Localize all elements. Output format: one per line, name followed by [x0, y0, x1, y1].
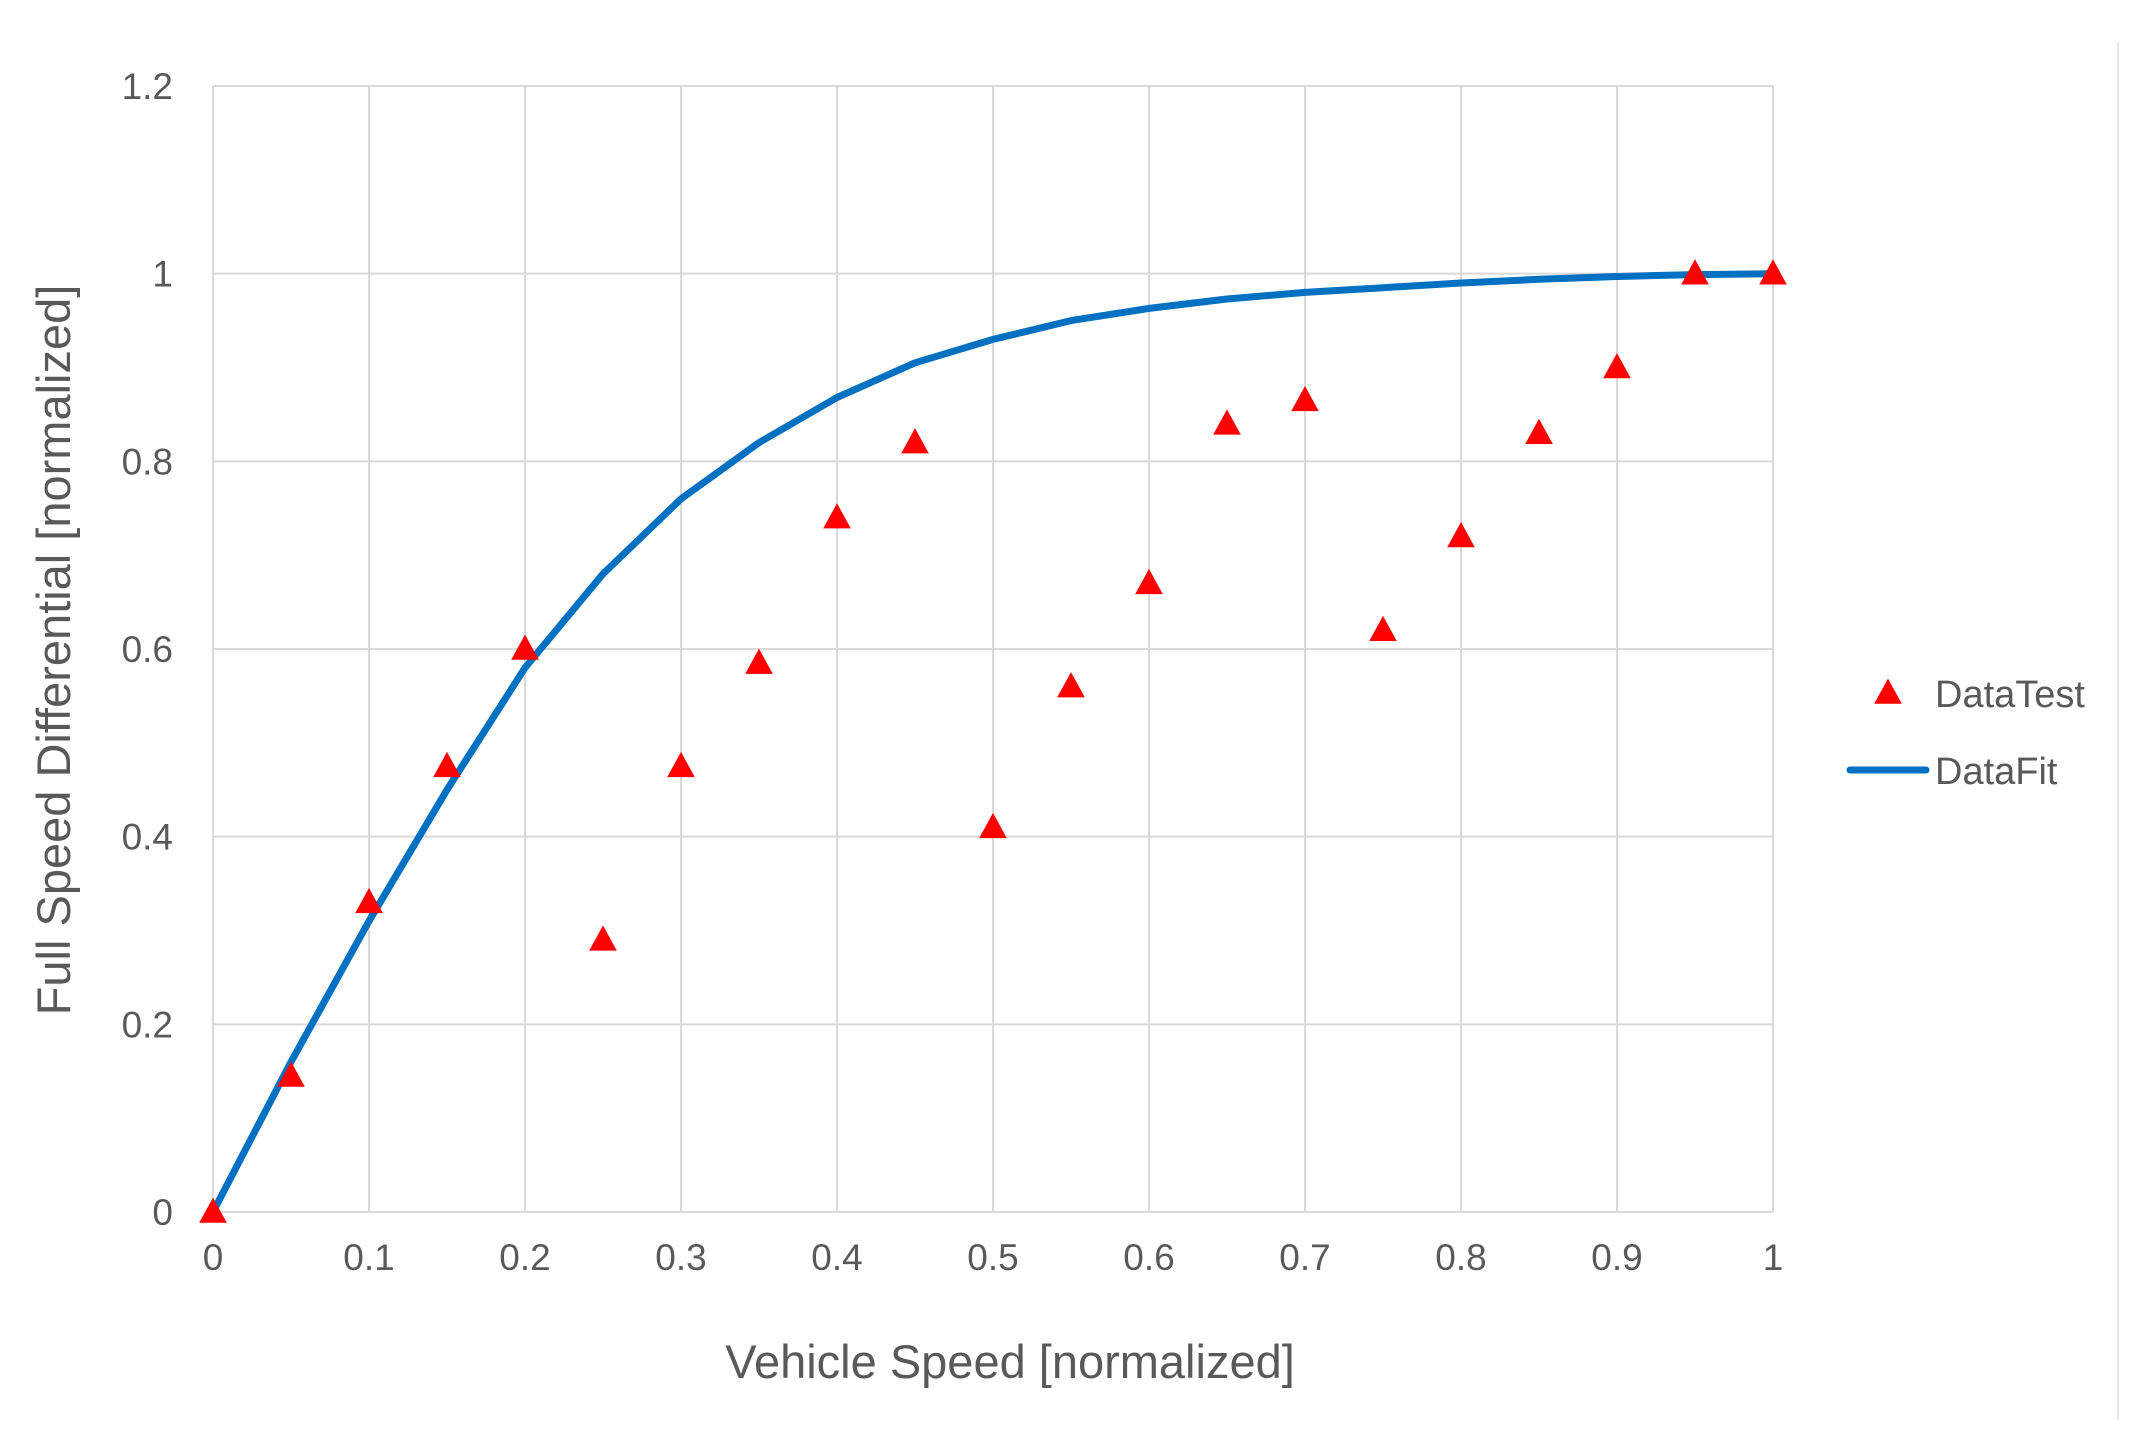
x-tick-label: 0.3 [655, 1237, 706, 1278]
data-point-datatest [979, 812, 1007, 839]
data-point-datatest [1291, 385, 1319, 412]
data-point-datatest [901, 428, 929, 454]
data-point-datatest [667, 751, 695, 778]
data-point-datatest [1213, 409, 1241, 435]
y-tick-label: 1 [152, 254, 173, 295]
x-tick-label: 1 [1763, 1237, 1784, 1278]
x-tick-label: 0.6 [1123, 1237, 1174, 1278]
data-point-datatest [1369, 615, 1397, 642]
data-point-datatest [589, 925, 617, 951]
legend: DataTest DataFit [1846, 674, 2085, 793]
x-axis-title: Vehicle Speed [normalized] [725, 1335, 1295, 1388]
x-tick-label: 0.4 [811, 1237, 862, 1278]
data-point-datatest [1057, 672, 1085, 698]
data-point-datatest [277, 1061, 305, 1087]
tick-labels: 0 0.1 0.2 0.3 0.4 0.5 0.6 0.7 0.8 0.9 1 0 0.2 0.4 0.6 0… [122, 66, 1784, 1278]
data-point-datatest [823, 503, 851, 529]
series-line-datafit [209, 270, 1777, 1216]
x-tick-label: 0.2 [499, 1237, 550, 1278]
y-tick-label: 0.4 [122, 817, 173, 858]
gridlines [212, 85, 1774, 1213]
x-tick-label: 0.1 [343, 1237, 394, 1278]
data-point-datatest [1135, 568, 1163, 595]
data-point-datatest [1681, 259, 1709, 285]
x-tick-label: 0.8 [1435, 1237, 1486, 1278]
y-axis-title: Full Speed Differential [normalized] [27, 285, 80, 1016]
data-point-datatest [355, 887, 383, 914]
x-tick-label: 0.5 [967, 1237, 1018, 1278]
x-tick-label: 0 [203, 1237, 224, 1278]
y-tick-label: 1.2 [122, 66, 173, 107]
legend-marker-datatest [1874, 678, 1902, 704]
legend-label-datafit: DataFit [1935, 751, 2058, 793]
series-layer [199, 259, 1787, 1223]
y-tick-label: 0 [152, 1192, 173, 1233]
axis-titles: Vehicle Speed [normalized] Full Speed Di… [27, 285, 1295, 1388]
y-tick-label: 0.2 [122, 1004, 173, 1045]
data-point-datatest [1759, 259, 1787, 285]
data-point-datatest [433, 751, 461, 778]
data-point-datatest [1447, 522, 1475, 548]
data-point-datatest [745, 648, 773, 674]
x-tick-label: 0.7 [1279, 1237, 1330, 1278]
y-tick-label: 0.6 [122, 629, 173, 670]
data-point-datatest [199, 1197, 227, 1223]
y-tick-label: 0.8 [122, 441, 173, 482]
data-point-datatest [1603, 353, 1631, 379]
data-point-datatest [1525, 418, 1553, 444]
x-tick-label: 0.9 [1591, 1237, 1642, 1278]
data-point-datatest [511, 634, 539, 660]
legend-label-datatest: DataTest [1935, 674, 2085, 716]
